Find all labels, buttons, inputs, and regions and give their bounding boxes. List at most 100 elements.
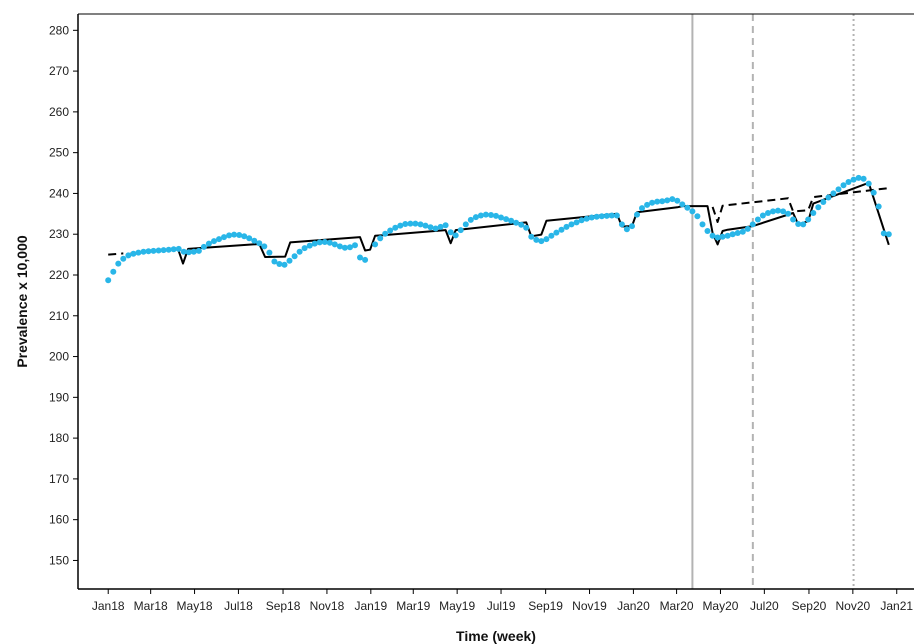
data-point <box>488 212 494 218</box>
data-point <box>105 277 112 284</box>
data-point <box>477 212 484 219</box>
data-point <box>613 212 620 219</box>
data-point <box>795 221 802 227</box>
data-point <box>437 223 444 230</box>
data-point <box>296 248 303 255</box>
data-point <box>865 180 872 187</box>
data-point <box>759 212 766 219</box>
data-point <box>674 197 681 204</box>
data-point <box>472 214 479 221</box>
data-point <box>236 232 243 238</box>
data-point <box>518 221 525 228</box>
data-point <box>634 211 640 218</box>
fitted-lines <box>108 181 890 265</box>
x-tick-label: May20 <box>702 599 738 613</box>
data-point <box>870 189 877 196</box>
x-tick-label: May18 <box>177 599 213 613</box>
data-point <box>598 213 605 220</box>
data-point <box>155 247 162 254</box>
data-point <box>165 246 172 253</box>
data-point <box>231 231 238 238</box>
x-tick-label: Nov20 <box>836 599 871 613</box>
data-point <box>185 249 192 256</box>
data-point <box>573 219 580 226</box>
data-point <box>659 198 666 205</box>
data-point <box>115 260 122 267</box>
x-tick-label: May19 <box>439 599 475 613</box>
data-point <box>664 197 671 204</box>
data-point <box>588 214 595 221</box>
y-tick-label: 190 <box>49 390 69 404</box>
data-point <box>316 239 323 246</box>
data-point <box>397 222 404 229</box>
data-point <box>548 232 555 239</box>
data-point <box>402 221 409 227</box>
y-tick-label: 280 <box>49 23 69 37</box>
data-point <box>830 190 837 197</box>
data-point <box>513 219 520 226</box>
data-point <box>775 207 781 214</box>
data-point <box>362 256 369 263</box>
data-point <box>417 221 424 228</box>
data-point <box>211 238 217 245</box>
data-point <box>578 217 585 224</box>
data-point <box>412 220 419 227</box>
data-point <box>276 261 283 267</box>
data-point <box>790 216 797 223</box>
data-point <box>820 199 827 205</box>
data-point <box>200 243 207 250</box>
data-point <box>699 221 706 228</box>
x-axis-title: Time (week) <box>456 628 536 644</box>
data-point <box>629 223 635 230</box>
data-point <box>462 221 469 228</box>
y-tick-label: 180 <box>49 431 69 445</box>
data-point <box>845 179 852 185</box>
data-point <box>281 261 288 268</box>
data-point <box>835 186 842 193</box>
data-point <box>301 245 308 252</box>
x-tick-label: Mar19 <box>396 599 430 613</box>
data-point <box>457 227 464 234</box>
y-tick-label: 210 <box>49 309 69 323</box>
data-point <box>538 238 545 245</box>
data-point <box>493 212 499 219</box>
data-point <box>180 248 187 255</box>
data-point <box>432 225 439 232</box>
data-point <box>503 216 510 223</box>
data-point <box>765 210 771 216</box>
data-point <box>603 212 610 219</box>
data-point <box>729 231 736 238</box>
y-tick-label: 270 <box>49 64 69 78</box>
data-point <box>256 240 263 247</box>
data-point <box>533 236 540 243</box>
data-point <box>482 211 489 218</box>
y-tick-label: 250 <box>49 146 69 160</box>
data-point <box>352 242 358 249</box>
data-point <box>724 232 731 239</box>
data-point <box>528 233 535 240</box>
data-point <box>125 252 132 259</box>
data-point <box>357 254 363 261</box>
data-point <box>336 243 343 250</box>
data-point <box>744 225 751 232</box>
data-point <box>271 258 278 265</box>
axes <box>77 13 914 590</box>
data-point <box>110 268 117 275</box>
x-tick-label: Sep18 <box>266 599 301 613</box>
data-point <box>719 233 726 240</box>
data-point <box>130 250 137 257</box>
data-point <box>780 208 787 215</box>
data-point <box>306 242 313 249</box>
data-point <box>800 221 807 228</box>
reference-lines <box>691 14 855 589</box>
data-point <box>216 236 222 243</box>
fitted-line-dashed <box>108 252 124 256</box>
data-point <box>749 221 756 228</box>
data-point <box>221 234 227 241</box>
data-point <box>341 244 348 251</box>
data-point <box>875 203 882 210</box>
data-point <box>644 201 651 208</box>
data-point <box>860 175 867 182</box>
data-point <box>623 226 630 233</box>
